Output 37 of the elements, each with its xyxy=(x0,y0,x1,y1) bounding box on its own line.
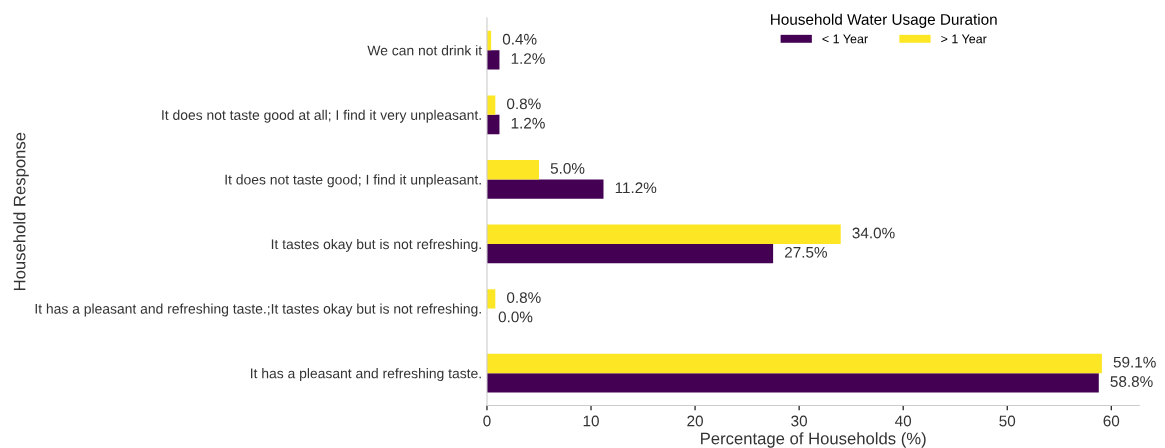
legend-label: > 1 Year xyxy=(941,34,987,44)
y-tick-label: We can not drink it xyxy=(367,45,483,56)
y-tick-label: It has a pleasant and refreshing taste. xyxy=(251,368,481,382)
bar xyxy=(486,179,604,199)
x-tick-label: 50 xyxy=(999,415,1016,427)
bar xyxy=(486,160,539,180)
bar xyxy=(486,353,1102,374)
data-label: 0.8% xyxy=(507,292,541,303)
x-tick-label: 20 xyxy=(687,415,703,427)
data-label: 1.2% xyxy=(511,53,545,64)
bar xyxy=(486,224,841,244)
data-label: 0.4% xyxy=(502,33,537,45)
x-tick-label: 60 xyxy=(1103,415,1120,427)
data-label: 59.1% xyxy=(1113,356,1156,368)
y-tick-label: It does not taste good; I find it unpleasant. xyxy=(225,174,481,188)
data-label: 11.2% xyxy=(615,182,657,194)
bar xyxy=(486,243,774,264)
y-axis-title: Household Response xyxy=(13,132,29,290)
x-tick-label: 40 xyxy=(895,415,912,427)
legend-title: Household Water Usage Duration xyxy=(771,13,997,28)
data-label: 34.0% xyxy=(852,227,895,239)
data-label: 0.8% xyxy=(507,98,541,110)
data-label: 27.5% xyxy=(784,246,827,258)
legend-label: < 1 Year xyxy=(822,34,868,44)
y-tick-label: It has a pleasant and refreshing taste.;It tastes okay but is not refreshing. xyxy=(35,303,481,317)
data-label: 0.0% xyxy=(498,311,533,323)
x-tick-label: 30 xyxy=(791,415,808,427)
y-tick-label: It tastes okay but is not refreshing. xyxy=(271,238,481,252)
x-axis-title: Percentage of Households (%) xyxy=(701,432,926,448)
data-label: 58.8% xyxy=(1110,376,1153,387)
y-tick-label: It does not taste good at all; I find it very unpleasant. xyxy=(162,109,481,123)
x-tick-label: 0 xyxy=(483,415,491,427)
bar xyxy=(486,373,1099,393)
data-label: 5.0% xyxy=(550,162,585,174)
bar xyxy=(486,50,500,70)
x-tick-label: 10 xyxy=(583,415,599,427)
data-label: 1.2% xyxy=(511,117,545,129)
